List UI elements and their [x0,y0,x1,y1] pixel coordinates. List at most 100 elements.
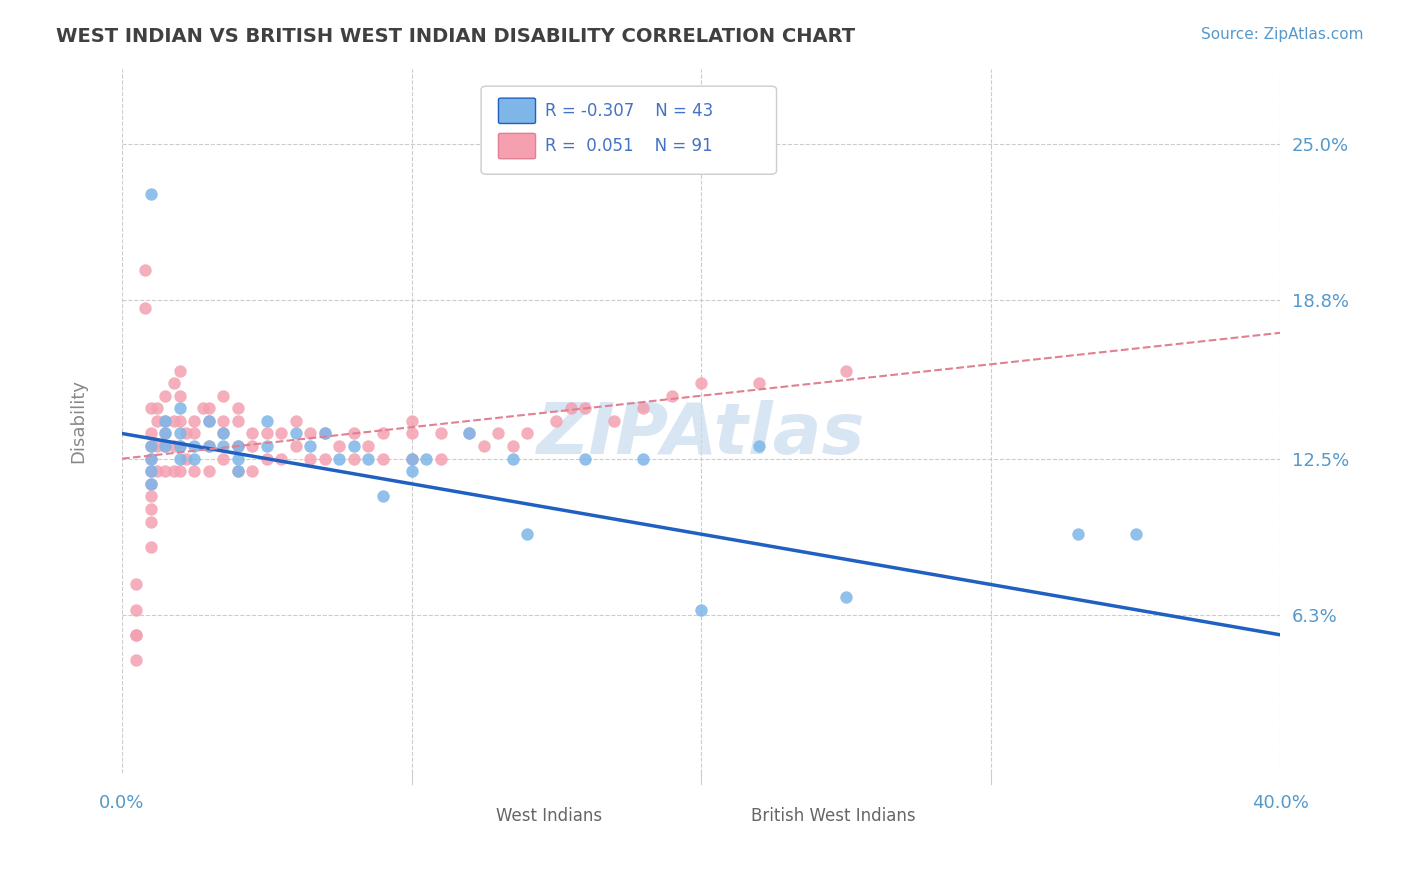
Point [155,426,177,441]
Point [226,401,249,416]
Point [835,590,858,604]
Point [284,414,307,428]
Text: 40.0%: 40.0% [1251,795,1309,813]
Point [198,414,221,428]
Point [401,464,423,478]
Point [169,451,191,466]
Point [270,426,292,441]
Point [299,451,322,466]
Point [835,363,858,377]
Point [240,464,263,478]
Point [401,414,423,428]
Point [139,476,162,491]
Point [371,490,394,504]
Point [139,476,162,491]
Point [212,414,235,428]
Point [560,401,582,416]
Point [163,464,186,478]
Point [174,451,197,466]
Point [633,401,655,416]
Point [690,376,713,391]
Point [343,439,366,453]
Point [357,451,380,466]
Point [125,653,148,667]
Text: WEST INDIAN VS BRITISH WEST INDIAN DISABILITY CORRELATION CHART: WEST INDIAN VS BRITISH WEST INDIAN DISAB… [56,27,855,45]
Point [198,414,221,428]
Point [139,401,162,416]
Point [603,414,626,428]
Point [139,464,162,478]
Point [169,426,191,441]
Point [212,389,235,403]
Point [284,439,307,453]
Point [256,439,278,453]
Point [429,451,451,466]
Point [1067,527,1090,541]
Point [163,439,186,453]
Point [139,187,162,202]
Point [134,263,156,277]
Point [125,577,148,591]
Point [134,301,156,315]
Point [145,464,167,478]
Point [488,426,510,441]
Point [574,451,596,466]
Text: ZIPAtlas: ZIPAtlas [537,401,866,469]
Point [169,414,191,428]
Point [690,602,713,616]
Point [155,439,177,453]
Point [371,451,394,466]
FancyBboxPatch shape [499,134,536,159]
Point [139,439,162,453]
Point [256,426,278,441]
Point [516,426,538,441]
Point [191,401,214,416]
Text: Source: ZipAtlas.com: Source: ZipAtlas.com [1201,27,1364,42]
Point [299,439,322,453]
Point [139,451,162,466]
Point [415,451,437,466]
Text: Disability: Disability [69,379,87,463]
Point [155,414,177,428]
Point [314,451,336,466]
Point [183,451,205,466]
Point [183,464,205,478]
Point [240,426,263,441]
Point [139,490,162,504]
Point [371,426,394,441]
Point [139,464,162,478]
Point [169,389,191,403]
Point [155,439,177,453]
Point [429,426,451,441]
Point [256,414,278,428]
Point [155,389,177,403]
Point [516,527,538,541]
Point [284,426,307,441]
Point [1125,527,1147,541]
Point [139,439,162,453]
Point [212,426,235,441]
Point [169,363,191,377]
Point [163,376,186,391]
Point [633,451,655,466]
Point [163,414,186,428]
Point [139,540,162,554]
Point [314,426,336,441]
Point [401,451,423,466]
Point [212,426,235,441]
Point [401,426,423,441]
Point [502,451,524,466]
Point [401,451,423,466]
Point [226,451,249,466]
Point [174,426,197,441]
Text: R =  0.051    N = 91: R = 0.051 N = 91 [544,137,713,155]
Point [169,464,191,478]
Point [240,439,263,453]
Point [748,376,770,391]
Point [212,451,235,466]
Text: British West Indians: British West Indians [751,806,915,824]
Point [299,426,322,441]
Point [155,414,177,428]
Point [502,439,524,453]
Point [145,401,167,416]
